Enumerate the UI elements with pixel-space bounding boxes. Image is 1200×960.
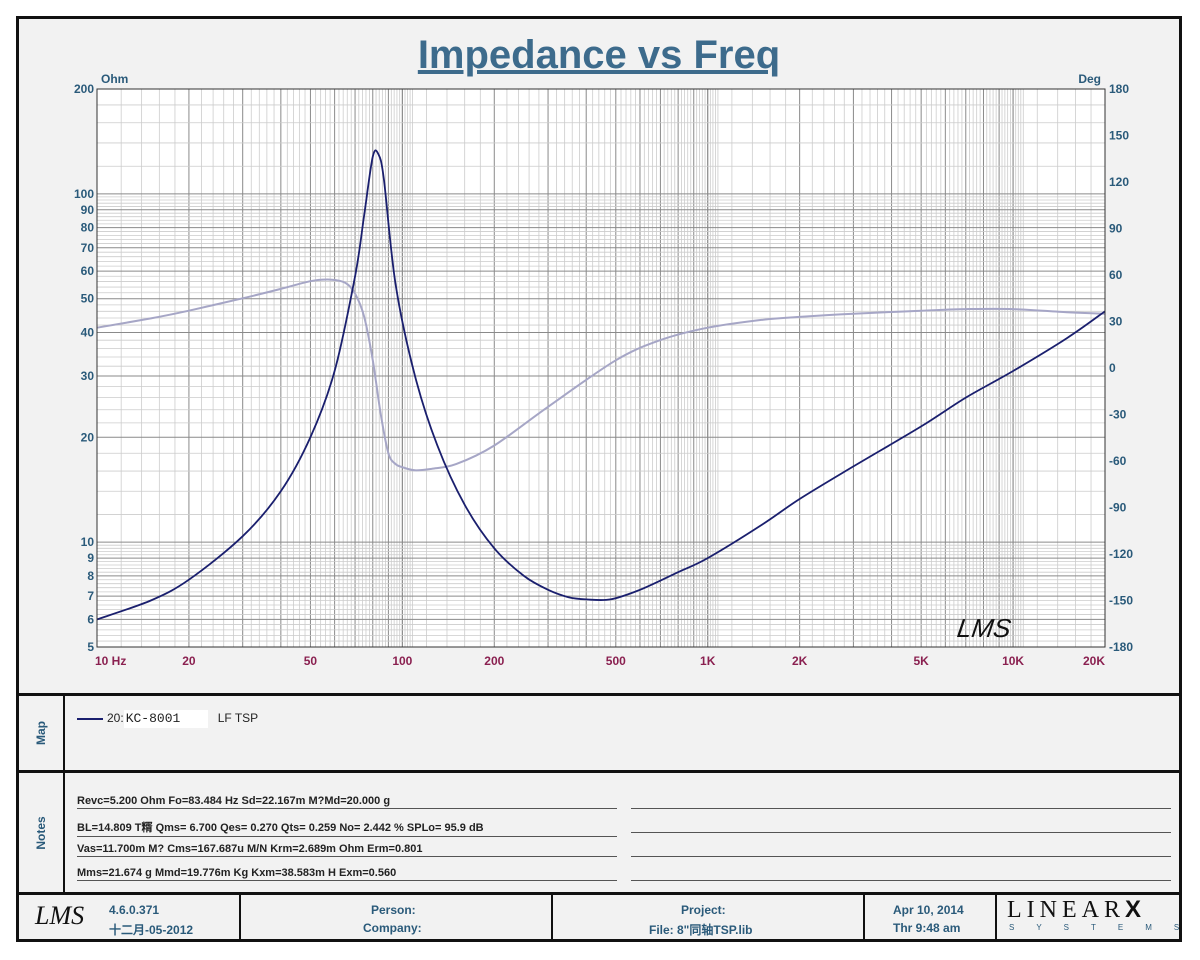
report-time: Thr 9:48 am xyxy=(893,921,961,935)
brand-linear: LINEARX xyxy=(1007,896,1146,924)
note-line-3: Vas=11.700m M? Cms=167.687u M/N Krm=2.68… xyxy=(77,843,617,857)
person-label: Person: xyxy=(371,903,416,917)
y-left-tick-label: 100 xyxy=(74,187,94,201)
y-right-tick-label: -90 xyxy=(1109,501,1127,515)
y-right-tick-label: 120 xyxy=(1109,175,1129,189)
chart-title: Impedance vs Freq xyxy=(417,33,781,77)
file-name: File: 8"同轴TSP.lib xyxy=(649,923,753,937)
x-tick-label: 5K xyxy=(913,654,929,668)
map-section-label: Map xyxy=(19,696,65,770)
footer-lms-logo: LMS xyxy=(35,901,85,930)
notes-row: Notes Revc=5.200 Ohm Fo=83.484 Hz Sd=22.… xyxy=(19,773,1179,892)
plot-background xyxy=(97,89,1105,647)
y-left-tick-label: 5 xyxy=(87,640,94,654)
y-left-tick-label: 20 xyxy=(81,430,95,444)
y-left-tick-label: 60 xyxy=(81,264,95,278)
lms-watermark: LMS xyxy=(955,613,1013,643)
y-right-tick-label: 30 xyxy=(1109,315,1123,329)
footer: LMS 4.6.0.371 十二月-05-2012 Person: Compan… xyxy=(19,895,1179,939)
right-axis-unit: Deg xyxy=(1078,72,1101,86)
x-tick-label: 100 xyxy=(392,654,412,668)
notes-label: Notes xyxy=(34,815,48,850)
note-blank-2 xyxy=(631,818,1171,833)
grid xyxy=(96,88,1106,648)
map-label: Map xyxy=(34,721,48,745)
x-tick-label: 200 xyxy=(484,654,504,668)
y-right-tick-label: 150 xyxy=(1109,129,1129,143)
footer-person-cell: Person: Company: xyxy=(241,895,553,939)
note-line-4: Mms=21.674 g Mmd=19.776m Kg Kxm=38.583m … xyxy=(77,867,617,881)
y-left-tick-label: 90 xyxy=(81,203,95,217)
y-left-tick-label: 50 xyxy=(81,292,95,306)
x-tick-label: 1K xyxy=(700,654,716,668)
impedance-series-line xyxy=(96,149,1106,621)
phase-series-line xyxy=(96,278,1106,472)
notes-section-label: Notes xyxy=(19,773,65,892)
x-tick-label: 2K xyxy=(792,654,808,668)
legend-name-box: KC-8001 xyxy=(123,710,208,728)
brand-systems: SYSTEMS xyxy=(1009,923,1200,932)
y-right-tick-label: -180 xyxy=(1109,640,1133,654)
build-date: 十二月-05-2012 xyxy=(109,923,194,937)
y-right-tick-label: -120 xyxy=(1109,547,1133,561)
company-label: Company: xyxy=(363,921,422,935)
footer-version-cell: LMS 4.6.0.371 十二月-05-2012 xyxy=(19,895,241,939)
note-blank-4 xyxy=(631,866,1171,881)
legend-line-swatch xyxy=(77,718,103,720)
y-left-tick-label: 7 xyxy=(87,589,94,603)
left-axis-unit: Ohm xyxy=(101,72,128,86)
y-left-tick-label: 6 xyxy=(87,612,94,626)
impedance-chart: 10 Hz 20 50 100 200 500 1K 2K 5K 10K 20K2001009080… xyxy=(74,72,1133,668)
x-tick-label: 10 Hz xyxy=(95,654,126,668)
y-right-tick-label: 60 xyxy=(1109,268,1123,282)
tick-labels: 10 Hz 20 50 100 200 500 1K 2K 5K 10K 20K2001009080… xyxy=(74,82,1133,668)
y-left-tick-label: 40 xyxy=(81,325,95,339)
footer-date-cell: Apr 10, 2014 Thr 9:48 am xyxy=(865,895,997,939)
footer-brand-cell: LINEARX SYSTEMS xyxy=(997,895,1179,939)
divider-notes xyxy=(19,892,1179,895)
x-tick-label: 20 xyxy=(182,654,196,668)
x-tick-label: 500 xyxy=(606,654,626,668)
project-label: Project: xyxy=(681,903,726,917)
y-left-tick-label: 200 xyxy=(74,82,94,96)
y-left-tick-label: 80 xyxy=(81,221,95,235)
x-tick-label: 20K xyxy=(1083,654,1105,668)
y-right-tick-label: 180 xyxy=(1109,82,1129,96)
note-line-2: BL=14.809 T糈 Qms= 6.700 Qes= 0.270 Qts= … xyxy=(77,819,617,837)
legend-prefix: 20: xyxy=(107,711,124,726)
y-left-tick-label: 9 xyxy=(87,551,94,565)
version-number: 4.6.0.371 xyxy=(109,903,160,917)
legend-entry: 20: KC-8001 LF TSP xyxy=(77,710,258,728)
y-left-tick-label: 8 xyxy=(87,569,94,583)
divider-chart xyxy=(19,693,1179,696)
y-left-tick-label: 30 xyxy=(81,369,95,383)
series-layer xyxy=(96,149,1106,621)
brand-linear-text: LINEAR xyxy=(1007,897,1125,923)
map-row: Map 20: KC-8001 LF TSP xyxy=(19,696,1179,770)
footer-project-cell: Project: File: 8"同轴TSP.lib xyxy=(553,895,865,939)
x-tick-label: 10K xyxy=(1002,654,1024,668)
divider-map xyxy=(19,770,1179,773)
report-frame: Impedance vs Freq 10 Hz 20 50 100 200 500 1K 2K… xyxy=(16,16,1182,942)
y-left-tick-label: 70 xyxy=(81,241,95,255)
y-right-tick-label: -30 xyxy=(1109,408,1127,422)
report-date: Apr 10, 2014 xyxy=(893,903,964,917)
y-right-tick-label: 90 xyxy=(1109,222,1123,236)
y-right-tick-label: 0 xyxy=(1109,361,1116,375)
y-right-tick-label: -60 xyxy=(1109,454,1127,468)
x-tick-label: 50 xyxy=(304,654,318,668)
note-blank-1 xyxy=(631,794,1171,809)
note-blank-3 xyxy=(631,842,1171,857)
note-line-1: Revc=5.200 Ohm Fo=83.484 Hz Sd=22.167m M… xyxy=(77,795,617,809)
y-right-tick-label: -150 xyxy=(1109,594,1133,608)
legend-label: LF TSP xyxy=(217,711,259,726)
y-left-tick-label: 10 xyxy=(81,535,95,549)
plot-border xyxy=(96,88,1106,648)
brand-x: X xyxy=(1124,896,1146,923)
chart-area: Impedance vs Freq 10 Hz 20 50 100 200 500 1K 2K… xyxy=(19,19,1179,695)
